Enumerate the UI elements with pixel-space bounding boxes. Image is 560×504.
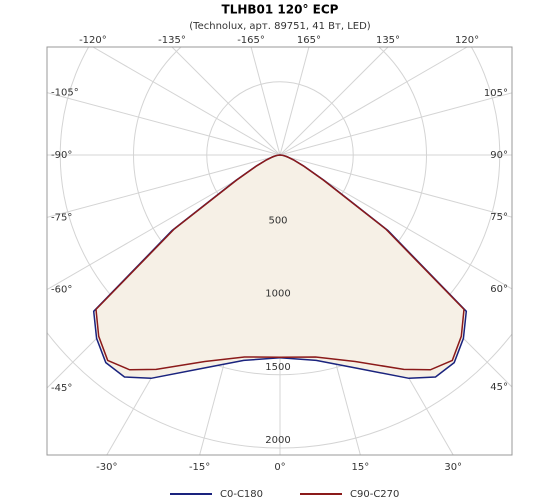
angle-tick-label: -15°: [189, 462, 210, 473]
angle-tick-label: 105°: [484, 88, 508, 99]
r-tick-label: 1500: [265, 362, 290, 373]
grid-line: [171, 47, 281, 156]
intensity-curve: [279, 154, 465, 371]
grid-line: [279, 92, 512, 156]
grid-line: [279, 47, 389, 156]
legend-label: C0-C180: [220, 489, 263, 500]
intensity-area: [280, 155, 464, 370]
angle-tick-label: 90°: [490, 150, 508, 161]
angle-tick-label: -45°: [51, 383, 72, 394]
grid-line: [92, 47, 281, 156]
grid-line: [279, 47, 468, 156]
angle-tick-label: 45°: [490, 382, 508, 393]
grid-line: [279, 154, 512, 218]
angle-tick-label: 15°: [352, 462, 370, 473]
angle-tick-label: -60°: [51, 285, 72, 296]
angle-tick-label: -135°: [158, 35, 186, 46]
angle-tick-label: 120°: [455, 35, 479, 46]
plot-frame: [46, 46, 513, 456]
intensity-curve: [95, 154, 281, 371]
intensity-area: [96, 155, 280, 370]
chart-title: TLHB01 120° ECP: [222, 3, 339, 17]
legend-label: C90-C270: [350, 489, 399, 500]
r-tick-label: 1000: [265, 289, 290, 300]
grid-line: [47, 154, 281, 218]
angle-tick-label: 165°: [297, 35, 321, 46]
grid-line: [47, 92, 281, 156]
angle-tick-label: -120°: [79, 35, 107, 46]
grid-line: [250, 47, 281, 156]
r-tick-label: 500: [268, 215, 287, 226]
r-tick-label: 2000: [265, 435, 290, 446]
angle-tick-label: 60°: [490, 284, 508, 295]
angle-tick-label: 135°: [376, 35, 400, 46]
grid-line: [279, 47, 310, 156]
chart-subtitle: (Technolux, арт. 89751, 41 Вт, LED): [189, 21, 371, 32]
angle-tick-label: -75°: [51, 212, 72, 223]
angle-tick-label: -30°: [96, 462, 117, 473]
angle-tick-label: -90°: [51, 150, 72, 161]
angle-tick-label: -165°: [237, 35, 265, 46]
angle-tick-label: 75°: [490, 212, 508, 223]
plot: [92, 154, 468, 380]
angle-tick-label: 0°: [274, 462, 285, 473]
angle-tick-label: 30°: [444, 462, 462, 473]
angle-tick-label: -105°: [51, 88, 79, 99]
